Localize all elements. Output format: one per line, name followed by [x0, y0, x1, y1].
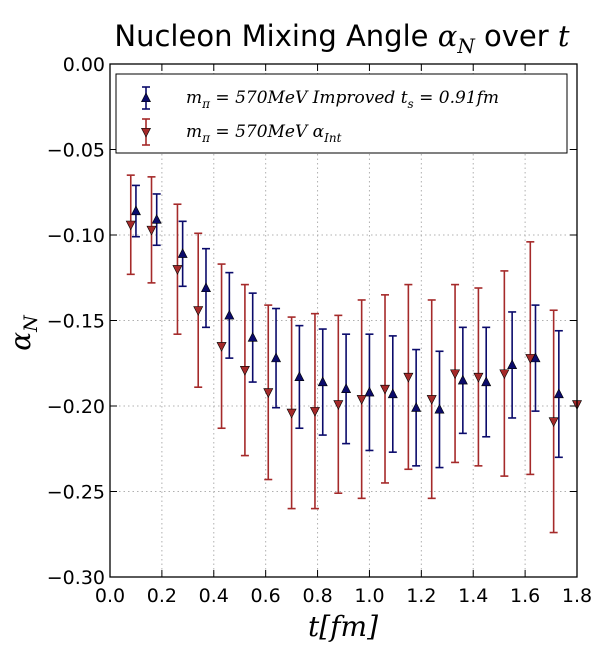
series-2	[125, 174, 582, 534]
data-point	[333, 400, 344, 410]
data-point	[553, 388, 564, 399]
y-tick-label: −0.10	[47, 225, 105, 247]
legend-box	[115, 73, 568, 154]
data-point	[473, 372, 484, 383]
data-point	[356, 395, 367, 405]
data-point	[481, 376, 492, 387]
data-point	[426, 395, 437, 405]
legend-marker	[141, 92, 151, 103]
x-axis-label: t[fm]	[308, 610, 378, 643]
chart-title: Nucleon Mixing Angle αN over t	[114, 19, 570, 58]
plot-frame	[109, 63, 578, 578]
x-tick-label: 1.2	[406, 585, 436, 607]
data-point	[224, 309, 235, 320]
y-tick-label: −0.20	[47, 396, 105, 418]
data-point	[434, 403, 445, 414]
data-series	[125, 174, 582, 534]
y-tick-label: −0.30	[47, 567, 105, 589]
data-point	[130, 205, 141, 216]
data-point	[239, 366, 250, 376]
data-point	[341, 383, 352, 393]
data-point	[309, 407, 320, 417]
x-tick-label: 0.4	[199, 585, 229, 607]
legend-label-1: mπ = 570MeV Improved ts = 0.91fm	[186, 88, 499, 111]
y-tick-label: −0.05	[47, 140, 105, 162]
data-point	[125, 220, 136, 231]
data-point	[286, 408, 297, 419]
data-point	[177, 248, 188, 258]
data-point	[146, 225, 157, 236]
data-point	[271, 352, 282, 363]
data-point	[247, 331, 258, 342]
data-point	[450, 369, 461, 380]
data-point	[457, 374, 468, 385]
y-tick-label: −0.25	[47, 482, 105, 504]
data-point	[172, 265, 183, 275]
series-1	[130, 184, 564, 469]
y-tick-label: −0.15	[47, 311, 105, 333]
data-point	[507, 359, 518, 370]
x-tick-label: 1.8	[562, 585, 592, 607]
data-point	[193, 306, 204, 316]
data-point	[387, 388, 398, 399]
data-point	[403, 372, 414, 383]
data-point	[380, 384, 391, 395]
data-point	[411, 402, 422, 412]
y-axis-label: αN	[4, 314, 42, 351]
y-tick-label: 0.00	[63, 54, 105, 76]
legend-label-2: mπ = 570MeV αInt	[186, 122, 342, 145]
x-tick-label: 1.0	[354, 585, 384, 607]
data-point	[294, 371, 305, 381]
data-point	[317, 376, 328, 387]
x-tick-label: 1.6	[510, 585, 540, 607]
data-point	[201, 282, 211, 293]
data-point	[263, 388, 274, 398]
data-point	[151, 213, 162, 224]
data-point	[216, 342, 227, 352]
x-tick-label: 0.2	[147, 585, 177, 607]
data-point	[548, 417, 559, 428]
legend-marker	[141, 127, 151, 138]
legend: mπ = 570MeV Improved ts = 0.91fm mπ = 57…	[115, 73, 568, 154]
x-tick-label: 0.6	[251, 585, 281, 607]
x-tick-label: 0.0	[95, 585, 125, 607]
data-point	[364, 386, 375, 397]
x-tick-label: 1.4	[458, 585, 488, 607]
x-tick-label: 0.8	[302, 585, 332, 607]
data-point	[525, 354, 536, 364]
data-point	[499, 369, 510, 380]
axis-ticks: 0.0 0.2 0.4 0.6 0.8 1.0 1.2 1.4 1.6 1.8 0.00 −0.05 −…	[47, 54, 592, 607]
